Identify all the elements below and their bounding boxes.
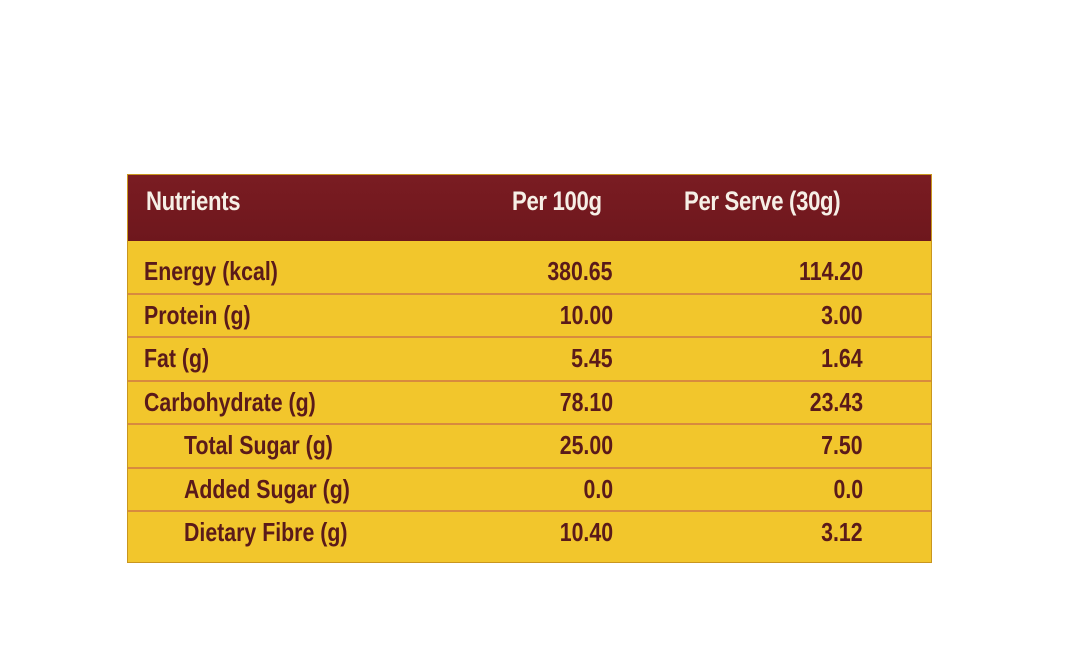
value-per-100g: 380.65 [547,256,613,286]
nutrition-table: Nutrients Per 100g Per Serve (30g) Energ… [127,174,932,563]
value-per-serve: 7.50 [821,430,863,460]
nutrient-label: Protein (g) [144,299,251,330]
value-per-serve: 0.0 [833,473,863,504]
header-per-serve: Per Serve (30g) [684,186,841,216]
table-row: Carbohydrate (g) 78.10 23.43 [128,382,931,425]
nutrient-sublabel: Total Sugar (g) [184,430,333,460]
table-row: Dietary Fibre (g) 10.40 3.12 [128,512,931,556]
row-divider [128,423,931,425]
row-divider [128,510,931,512]
row-divider [128,379,931,382]
header-nutrients: Nutrients [146,186,241,216]
row-divider [128,336,931,338]
value-per-serve: 114.20 [798,256,863,286]
row-divider [128,466,931,469]
nutrient-label: Fat (g) [144,343,210,373]
value-per-100g: 10.00 [559,299,613,330]
value-per-100g: 25.00 [559,430,613,460]
row-divider [128,292,931,295]
table-row: Fat (g) 5.45 1.64 [128,338,931,382]
nutrient-sublabel: Dietary Fibre (g) [184,517,348,547]
nutrient-sublabel: Added Sugar (g) [184,473,350,504]
value-per-serve: 3.12 [821,517,863,547]
value-per-serve: 23.43 [809,386,863,417]
value-per-100g: 10.40 [559,517,613,547]
value-per-100g: 0.0 [583,473,613,504]
table-row: Protein (g) 10.00 3.00 [128,295,931,338]
table-row: Total Sugar (g) 25.00 7.50 [128,425,931,469]
table-row: Energy (kcal) 380.65 114.20 [128,251,931,295]
value-per-100g: 78.10 [559,386,613,417]
value-per-100g: 5.45 [571,343,613,373]
value-per-serve: 3.00 [821,299,863,330]
value-per-serve: 1.64 [821,343,863,373]
nutrient-label: Energy (kcal) [144,256,278,286]
table-header: Nutrients Per 100g Per Serve (30g) [128,175,931,241]
nutrient-label: Carbohydrate (g) [144,386,316,417]
table-row: Added Sugar (g) 0.0 0.0 [128,469,931,512]
header-per-100g: Per 100g [512,186,602,216]
